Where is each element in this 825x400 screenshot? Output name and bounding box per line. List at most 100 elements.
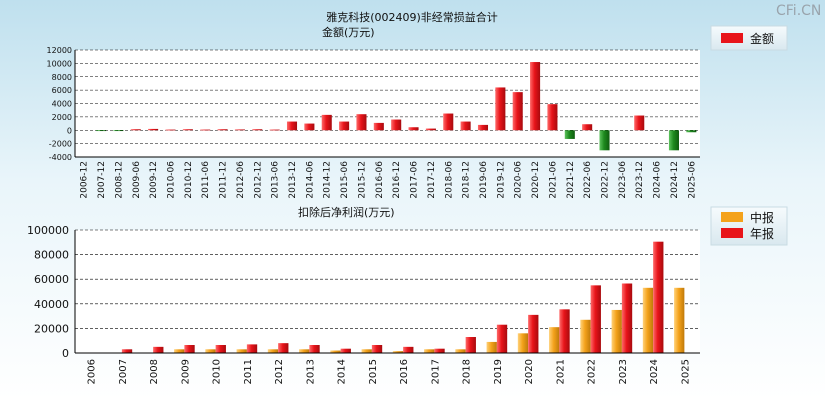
- chart2-bar-interim: [361, 349, 372, 353]
- chart2-bar-annual: [434, 348, 445, 353]
- chart1-bar: [408, 127, 419, 131]
- chart2-bar-annual: [309, 345, 320, 353]
- chart1-bar: [252, 129, 263, 131]
- chart1-legend-label: 金额: [750, 31, 774, 46]
- chart1-x-tick: 2013-12: [288, 161, 298, 199]
- chart1-y-tick: -4000: [49, 153, 72, 162]
- chart2-bar-annual: [121, 349, 133, 353]
- chart1-y-tick: 10000: [47, 59, 72, 68]
- chart2-bar-interim: [674, 287, 685, 353]
- chart2-bar-annual: [465, 337, 476, 353]
- chart2-bar-interim: [455, 349, 466, 353]
- chart2-x-tick: 2020: [524, 359, 535, 384]
- chart1-y-tick: 8000: [52, 73, 72, 82]
- chart2-x-tick: 2015: [368, 359, 379, 384]
- chart1-bar: [634, 115, 645, 131]
- chart2-legend-box: [710, 206, 788, 246]
- chart1: 雅克科技(002409)非经常损益合计 金额(万元) 12000 10000 800…: [47, 10, 788, 199]
- chart1-x-tick: 2015-12: [357, 161, 367, 199]
- chart1-bar: [512, 92, 523, 131]
- chart2-x-tick: 2012: [274, 359, 285, 384]
- chart1-y-tick: 12000: [47, 46, 72, 55]
- chart2-bar-annual: [559, 309, 570, 353]
- chart2-bar-annual: [528, 314, 539, 353]
- chart2-y-tick: 40000: [34, 298, 69, 311]
- chart2-bar-annual: [246, 344, 258, 353]
- chart1-x-tick: 2022-06: [583, 161, 593, 199]
- chart1-bars: [96, 62, 697, 151]
- chart2-bars: [121, 241, 685, 353]
- chart1-bar: [200, 129, 211, 131]
- chart1-x-tick: 2013-06: [271, 161, 281, 199]
- chart2-legend-label-interim: 中报: [750, 210, 774, 225]
- chart1-bar: [269, 129, 280, 131]
- chart1-bar: [234, 129, 245, 131]
- chart2-x-tick: 2014: [337, 359, 348, 384]
- chart1-bar: [165, 129, 176, 131]
- chart2-x-tick: 2023: [618, 359, 629, 384]
- chart1-bar: [460, 121, 471, 131]
- chart1-x-tick: 2008-12: [114, 161, 124, 199]
- chart1-x-tick: 2009-06: [132, 161, 142, 199]
- chart1-x-tick: 2007-12: [97, 161, 107, 199]
- chart1-bar: [182, 129, 193, 131]
- chart1-x-tick: 2012-06: [236, 161, 246, 199]
- chart1-bar: [443, 113, 454, 131]
- chart1-x-tick: 2021-06: [548, 161, 558, 199]
- chart1-x-tick: 2023-12: [635, 161, 645, 199]
- chart2-x-axis: 2006 2007 2008 2009 2010 2011 2012 2013 2014 2015…: [87, 359, 692, 384]
- chart1-bar: [668, 130, 679, 151]
- chart1-x-axis: 2006-12 2007-12 2008-12 2009-06 2009-12 2010-…: [80, 161, 698, 199]
- chart2-bar-annual: [278, 343, 289, 353]
- chart1-bar: [321, 114, 332, 131]
- chart1-y-tick: -2000: [49, 140, 72, 149]
- chart2-bar-annual: [153, 346, 164, 353]
- chart1-x-tick: 2025-06: [687, 161, 697, 199]
- chart1-legend-swatch: [721, 33, 743, 43]
- chart1-x-tick: 2009-12: [149, 161, 159, 199]
- chart1-x-tick: 2021-12: [566, 161, 576, 199]
- chart2-bar-interim: [580, 319, 591, 353]
- chart1-x-tick: 2010-06: [166, 161, 176, 199]
- chart1-x-tick: 2006-12: [80, 161, 90, 199]
- chart2-bar-annual: [653, 241, 664, 353]
- chart2-bar-interim: [267, 349, 279, 353]
- chart2-x-tick: 2011: [243, 359, 254, 384]
- chart2-y-tick: 0: [62, 347, 69, 360]
- chart1-x-tick: 2024-12: [670, 161, 680, 199]
- chart1-x-tick: 2017-06: [410, 161, 420, 199]
- chart2-bar-annual: [496, 324, 508, 353]
- chart1-bar: [339, 121, 350, 131]
- chart2-y-tick: 80000: [34, 249, 69, 262]
- chart2-x-tick: 2019: [493, 359, 504, 384]
- chart2-legend: 中报 年报: [710, 206, 788, 246]
- chart2-bar-interim: [611, 309, 622, 353]
- chart2-bar-interim: [549, 327, 560, 353]
- chart2-bar-interim: [330, 350, 341, 353]
- chart2-x-tick: 2007: [118, 359, 129, 384]
- chart1-bar: [547, 104, 558, 131]
- chart2-title: 扣除后净利润(万元): [298, 205, 395, 219]
- chart2-plot-area: [75, 230, 700, 353]
- chart2-bar-interim: [642, 287, 654, 353]
- chart2-bar-interim: [424, 349, 435, 353]
- chart2-bar-annual: [590, 285, 601, 353]
- chart2-bar-interim: [392, 351, 404, 353]
- chart1-bar: [96, 130, 107, 132]
- chart2-bar-interim: [174, 349, 185, 353]
- chart1-y-tick: 6000: [52, 86, 72, 95]
- chart2-x-tick: 2016: [399, 359, 410, 384]
- chart2-y-tick: 20000: [34, 322, 69, 335]
- chart2-legend-swatch-interim: [721, 212, 743, 222]
- chart2-bar-annual: [621, 283, 633, 353]
- chart1-x-tick: 2015-06: [340, 161, 350, 199]
- chart2-bar-interim: [236, 349, 247, 353]
- chart1-y-tick: 4000: [52, 100, 72, 109]
- chart1-bar: [113, 130, 124, 132]
- chart2-x-tick: 2017: [430, 359, 441, 384]
- chart1-x-tick: 2018-06: [444, 161, 454, 199]
- chart1-y-tick: 2000: [52, 113, 72, 122]
- chart1-bar: [286, 121, 298, 131]
- chart2-x-tick: 2025: [680, 359, 691, 384]
